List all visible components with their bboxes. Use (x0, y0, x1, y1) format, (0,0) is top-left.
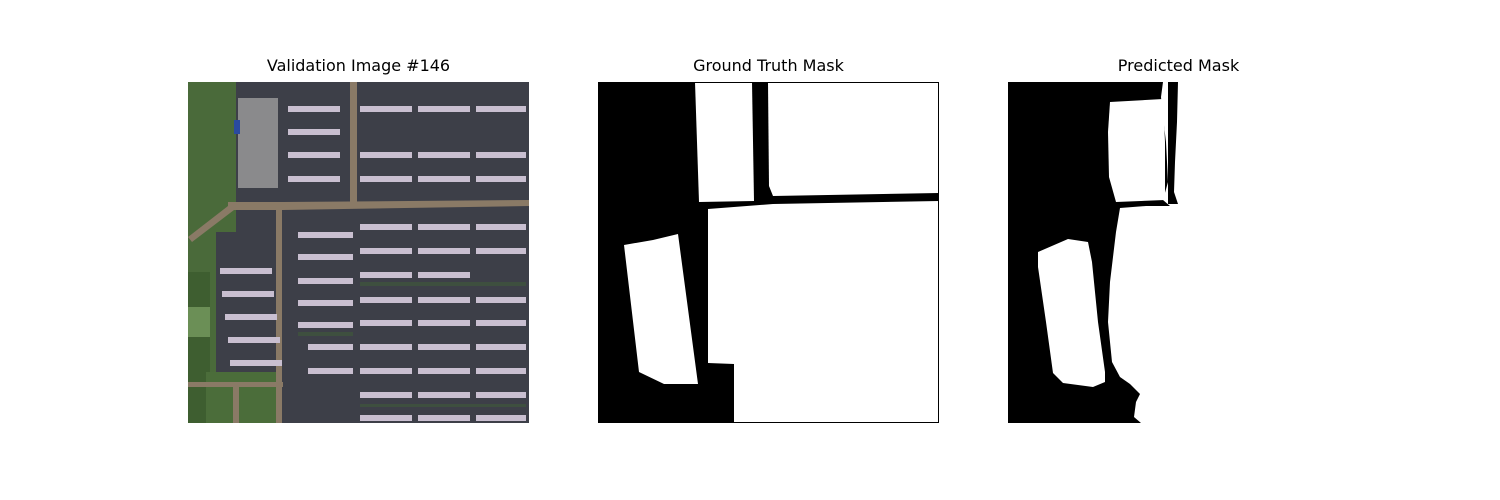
ground-truth-mask-title: Ground Truth Mask (693, 56, 844, 75)
predicted-mask-title: Predicted Mask (1117, 56, 1240, 75)
predicted-mask-image (1008, 82, 1349, 423)
ground-truth-mask (598, 82, 939, 423)
aerial-photo (188, 82, 529, 423)
validation-image-title: Validation Image #146 (266, 56, 451, 75)
validation-image (188, 82, 529, 423)
predicted-mask (1008, 82, 1349, 423)
ground-truth-mask-image (598, 82, 939, 423)
